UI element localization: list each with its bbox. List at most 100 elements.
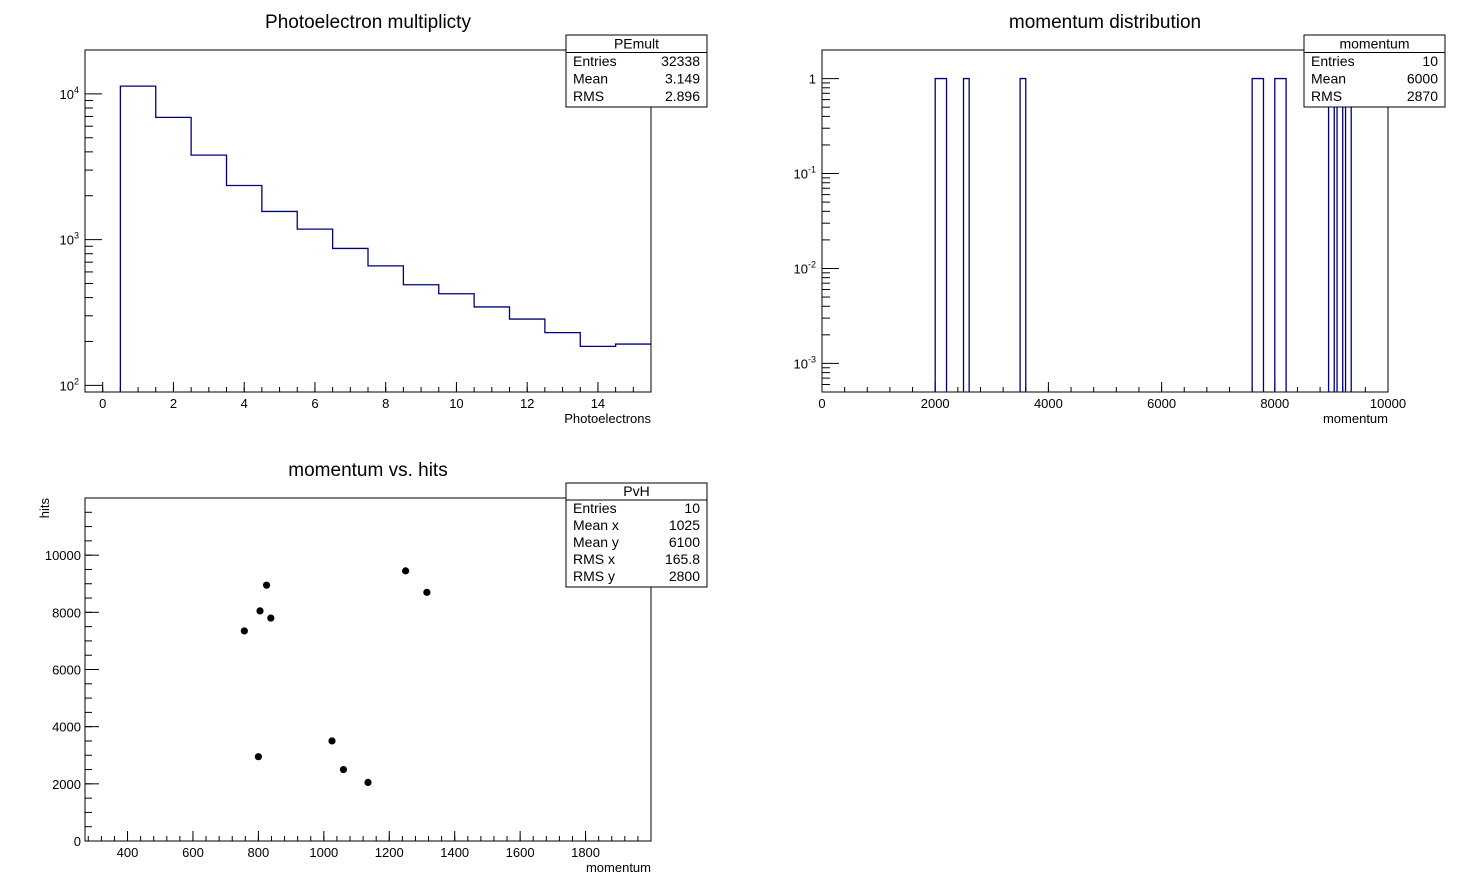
histogram-outline [119,85,651,392]
stats-box-name: momentum [1339,36,1409,52]
scatter-point [240,627,248,635]
histogram-bin [156,117,191,392]
stats-row-value: 2800 [669,568,700,584]
stats-row-value: 6000 [1407,71,1438,87]
x-tick-label: 1800 [571,845,600,860]
histogram-bin [262,211,297,392]
histogram-bin [474,307,509,392]
x-tick-label: 800 [248,845,270,860]
y-tick-base: 10 [794,167,808,182]
scatter-point [402,567,410,575]
y-tick-label: 104 [60,85,79,102]
stats-row-value: 1025 [669,517,700,533]
x-tick-label: 1000 [309,845,338,860]
stats-row-value: 165.8 [665,551,700,567]
x-tick-label: 8 [382,396,389,411]
x-tick-label: 10000 [1370,396,1406,411]
stats-row-label: Mean [573,71,608,87]
histogram-bin [934,77,948,392]
stats-row-value: 10 [684,500,700,516]
y-tick-exponent: -3 [808,354,816,364]
y-tick-label: 102 [60,376,79,393]
x-tick-label: 1600 [506,845,535,860]
x-tick-label: 2 [170,396,177,411]
chart-2: momentum vs. hits 400 600 800 1000 1200 1400 16… [37,460,708,875]
histogram-bin [297,229,332,392]
x-tick-label: 10 [449,396,463,411]
stats-row-label: Entries [573,500,617,516]
histogram-bin [439,294,474,392]
histogram-bin [368,266,403,392]
histogram-bin [1327,77,1335,392]
x-axis-label: Photoelectrons [564,411,651,426]
stats-row-value: 3.149 [665,71,700,87]
stats-row-label: Entries [1311,53,1355,69]
x-tick-label: 0 [99,396,106,411]
y-tick-exponent: 4 [74,85,79,95]
x-tick-label: 6 [311,396,318,411]
y-tick-base: 10 [794,261,808,276]
stats-box: PvH Entries 10 Mean x 1025 Mean y 6100 RMS x 165… [565,482,708,588]
histogram-bin [333,248,368,392]
histogram-bin [616,344,651,392]
histogram-bin [1274,77,1287,392]
y-tick-base: 10 [60,233,74,248]
x-tick-label: 6000 [1147,396,1176,411]
stats-row-label: RMS [1311,88,1342,104]
x-tick-label: 8000 [1260,396,1289,411]
x-tick-label: 4000 [1034,396,1063,411]
y-tick-base: 10 [60,87,74,102]
y-tick-label: 10-2 [794,259,816,276]
stats-box-name: PvH [623,483,649,499]
stats-row-value: 2870 [1407,88,1438,104]
y-tick-label: 10-3 [794,354,816,371]
y-tick-label: 10000 [45,548,81,563]
stats-row-label: Entries [573,53,617,69]
histogram-bin [962,77,970,392]
stats-box-frame [1303,34,1446,108]
y-tick-base: 1 [809,72,816,87]
histogram-bin [545,333,580,392]
x-tick-label: 12 [520,396,534,411]
scatter-point [267,614,275,622]
scatter-point [256,607,264,615]
scatter-point [328,737,336,745]
stats-row-label: RMS y [573,568,615,584]
y-tick-label: 1 [809,72,816,87]
stats-row-label: Mean y [573,534,619,550]
y-tick-label: 6000 [52,663,81,678]
y-tick-label: 103 [60,231,79,248]
histogram-bin [1019,77,1027,392]
x-axis-label: momentum [1323,411,1388,426]
y-tick-label: 10-1 [794,165,816,182]
x-tick-label: 1400 [440,845,469,860]
stats-row-value: 6100 [669,534,700,550]
scatter-point [254,753,262,761]
histogram-bin [1251,77,1265,392]
chart-title: momentum vs. hits [288,460,447,481]
histogram-bin [191,155,226,392]
y-axis-label: hits [37,498,52,519]
chart-title: momentum distribution [1009,12,1201,33]
chart-title: Photoelectron multiplicty [265,12,471,33]
y-tick-label: 8000 [52,605,81,620]
histogram-bin [403,285,438,392]
scatter-point [339,765,348,774]
stats-box-frame [565,34,708,108]
histogram-bin [1336,77,1344,392]
x-tick-label: 600 [182,845,204,860]
histogram-bin [120,86,155,392]
x-tick-label: 14 [591,396,605,411]
chart-0: Photoelectron multiplicty 0 2 4 6 8 10 12 14Phot… [60,12,708,426]
y-tick-label: 4000 [52,720,81,735]
y-tick-exponent: -2 [808,259,816,269]
y-tick-base: 10 [794,356,808,371]
histogram-bin [510,319,545,392]
scatter-point [423,588,431,596]
scatter-point [262,581,271,589]
stats-row-label: RMS x [573,551,615,567]
x-tick-label: 2000 [921,396,950,411]
